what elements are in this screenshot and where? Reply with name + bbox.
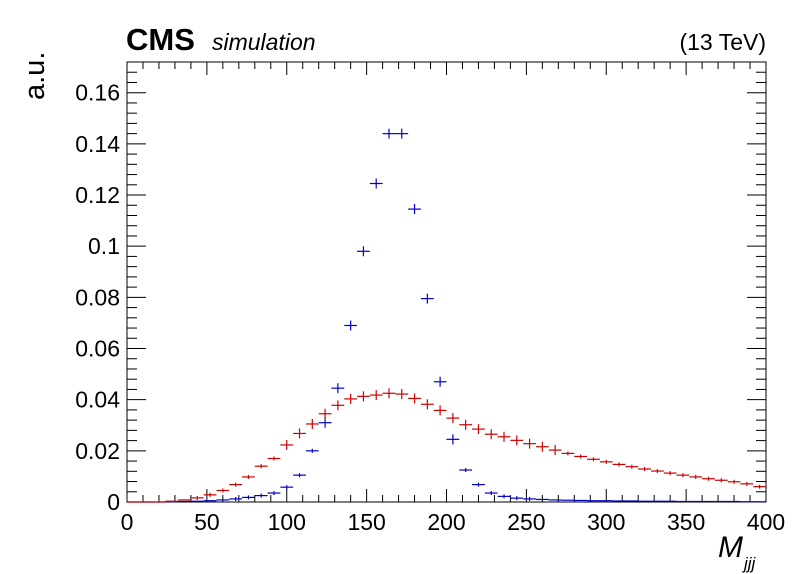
data-point [574,454,588,459]
y-tick-label: 0.08 [75,284,120,310]
x-tick-label: 250 [507,509,545,535]
data-point [357,391,370,402]
data-point [523,438,536,449]
data-point [369,390,383,401]
data-point [459,419,473,430]
data-point [472,424,485,435]
data-point [229,496,243,501]
y-tick-label: 0.04 [75,387,120,413]
data-point [510,435,524,446]
data-point [229,482,243,487]
data-point [548,445,562,456]
data-point [203,492,217,497]
data-point [676,473,690,478]
data-point [382,128,396,139]
data-point [318,408,332,419]
energy-label: (13 TeV) [679,29,766,55]
x-tick-label: 300 [587,509,625,535]
y-tick-label: 0.1 [88,233,120,259]
data-point [535,441,549,452]
series-0 [127,128,766,503]
data-point [740,481,754,486]
data-point [753,484,766,489]
y-tick-label: 0.14 [75,131,120,157]
x-axis-label-subscript: jjj [742,554,757,573]
plot-frame [126,61,767,503]
data-point [305,418,319,429]
data-point [612,462,626,467]
data-point [714,478,728,483]
x-tick-label: 0 [121,509,134,535]
data-point [484,429,498,440]
data-point [280,485,294,490]
data-point [561,451,575,456]
data-point [242,474,255,479]
data-point [420,399,434,410]
data-point [727,479,741,484]
data-point [446,413,460,424]
data-point [625,464,639,469]
data-point [369,178,383,189]
data-point [497,494,511,499]
data-point [408,204,421,215]
y-axis-label: a.u. [19,52,51,100]
x-tick-label: 200 [427,509,465,535]
data-point [599,459,613,464]
data-point [523,496,536,501]
data-point [433,405,447,416]
data-point [484,491,498,496]
data-point [459,468,473,473]
y-tick-label: 0 [107,489,120,515]
x-tick-label: 150 [347,509,385,535]
data-point [331,400,345,411]
y-tick-label: 0.16 [75,80,120,106]
x-tick-label: 50 [194,509,220,535]
data-point [663,471,677,476]
data-point [242,495,255,500]
cms-label: CMS [126,22,195,57]
data-point [254,493,268,498]
series-1 [127,388,766,503]
x-tick-label: 400 [747,509,785,535]
x-tick-label: 100 [268,509,306,535]
data-point [420,293,434,304]
data-point [702,476,715,481]
data-point [650,469,664,474]
data-point [267,456,281,461]
y-tick-label: 0.02 [75,438,120,464]
data-point [318,417,332,428]
data-point [344,320,358,331]
data-point [587,457,600,462]
data-point [497,431,511,442]
data-point [293,428,306,439]
data-point [254,464,268,469]
y-tick-label: 0.12 [75,182,120,208]
simulation-label: simulation [212,29,316,55]
data-point [689,474,703,479]
data-point [190,495,204,500]
data-point [357,246,370,257]
data-point [395,389,409,400]
data-point [305,448,319,453]
data-point [638,467,651,471]
data-point [293,473,306,478]
data-point [433,376,447,387]
data-point [280,439,294,450]
data-point [331,383,345,394]
data-point [382,388,396,399]
data-point [395,128,409,139]
x-tick-label: 350 [667,509,705,535]
x-axis-label: M [718,531,743,564]
data-point [510,496,524,501]
data-point [446,434,460,445]
data-point [216,488,230,493]
data-point [267,491,281,496]
data-point [408,393,421,404]
data-point [344,393,358,404]
data-point [472,482,485,487]
y-tick-label: 0.06 [75,336,120,362]
